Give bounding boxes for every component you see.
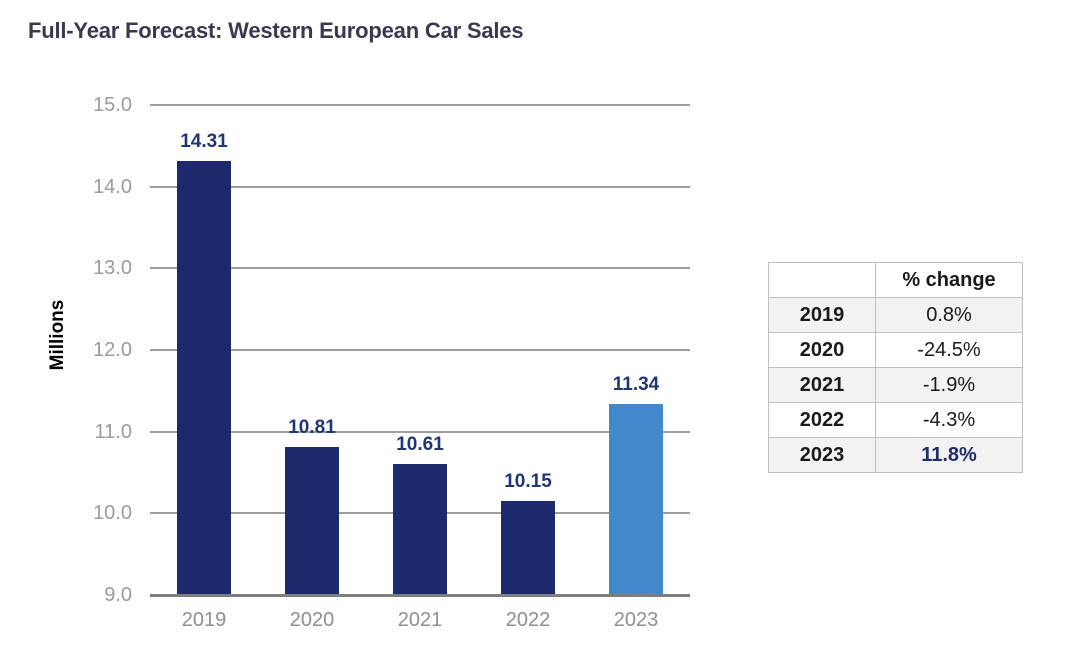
gridline <box>150 349 690 351</box>
table-row-2020: 2020 -24.5% <box>768 332 1023 368</box>
chart-title: Full-Year Forecast: Western European Car… <box>28 18 524 43</box>
table-row-2019: 2019 0.8% <box>768 297 1023 333</box>
table-row-2023: 2023 11.8% <box>768 437 1023 473</box>
table-header: % change <box>768 262 1023 298</box>
bar-value-label: 10.61 <box>396 433 444 455</box>
table-cell-year: 2020 <box>768 332 876 368</box>
gridline <box>150 430 690 433</box>
table-cell-year: 2021 <box>768 367 876 403</box>
bar-2020 <box>285 447 339 595</box>
percent-change-table: % change 2019 0.8% 2020 -24.5% 2021 -1.9% 2022… <box>768 262 1023 473</box>
x-tick-label: 2023 <box>613 609 659 631</box>
x-tick-label: 2019 <box>181 609 227 631</box>
table-cell-percent-change: -4.3% <box>875 402 1023 438</box>
bar-value-label: 10.15 <box>504 471 552 493</box>
table-body: 2019 0.8% 2020 -24.5% 2021 -1.9% 2022 -4.3% 2023… <box>768 297 1023 473</box>
bar-value-label: 10.81 <box>288 417 336 439</box>
bar-2022 <box>501 501 555 595</box>
y-tick-label: 9.0 <box>104 584 132 606</box>
bar-value-label: 14.31 <box>180 131 228 153</box>
bar-2023 <box>609 403 663 595</box>
table-cell-year: 2023 <box>768 437 876 473</box>
bar-2021 <box>393 463 447 595</box>
table-cell-percent-change: -1.9% <box>875 367 1023 403</box>
table-cell-year: 2022 <box>768 402 876 438</box>
bar-2019 <box>177 161 231 595</box>
x-tick-label: 2020 <box>289 609 335 631</box>
y-tick-label: 14.0 <box>93 175 132 198</box>
y-tick-label: 15.0 <box>93 94 132 116</box>
y-tick-label: 10.0 <box>93 502 132 525</box>
table-cell-percent-change: -24.5% <box>875 332 1023 368</box>
bar-chart-plot-area: 15.0 14.0 13.0 12.0 11.0 10.0 9.0 14.31 2019 10.… <box>93 95 690 631</box>
table-row-2022: 2022 -4.3% <box>768 402 1023 438</box>
table-cell-percent-change: 0.8% <box>875 297 1023 333</box>
y-tick-label: 12.0 <box>93 339 132 361</box>
x-axis-line <box>150 594 690 597</box>
y-axis-title: Millions <box>47 299 68 371</box>
table-header-percent-change: % change <box>875 262 1023 298</box>
gridline <box>150 104 690 106</box>
bar-value-label: 11.34 <box>612 373 660 395</box>
gridline <box>150 185 690 188</box>
table-header-empty <box>768 262 876 298</box>
y-tick-label: 11.0 <box>94 420 132 443</box>
table-cell-percent-change: 11.8% <box>875 437 1023 473</box>
y-tick-label: 13.0 <box>93 257 132 280</box>
table-cell-year: 2019 <box>768 297 876 333</box>
table-row-2021: 2021 -1.9% <box>768 367 1023 403</box>
x-tick-label: 2022 <box>505 609 551 631</box>
gridline <box>150 267 690 270</box>
x-tick-label: 2021 <box>397 609 443 631</box>
